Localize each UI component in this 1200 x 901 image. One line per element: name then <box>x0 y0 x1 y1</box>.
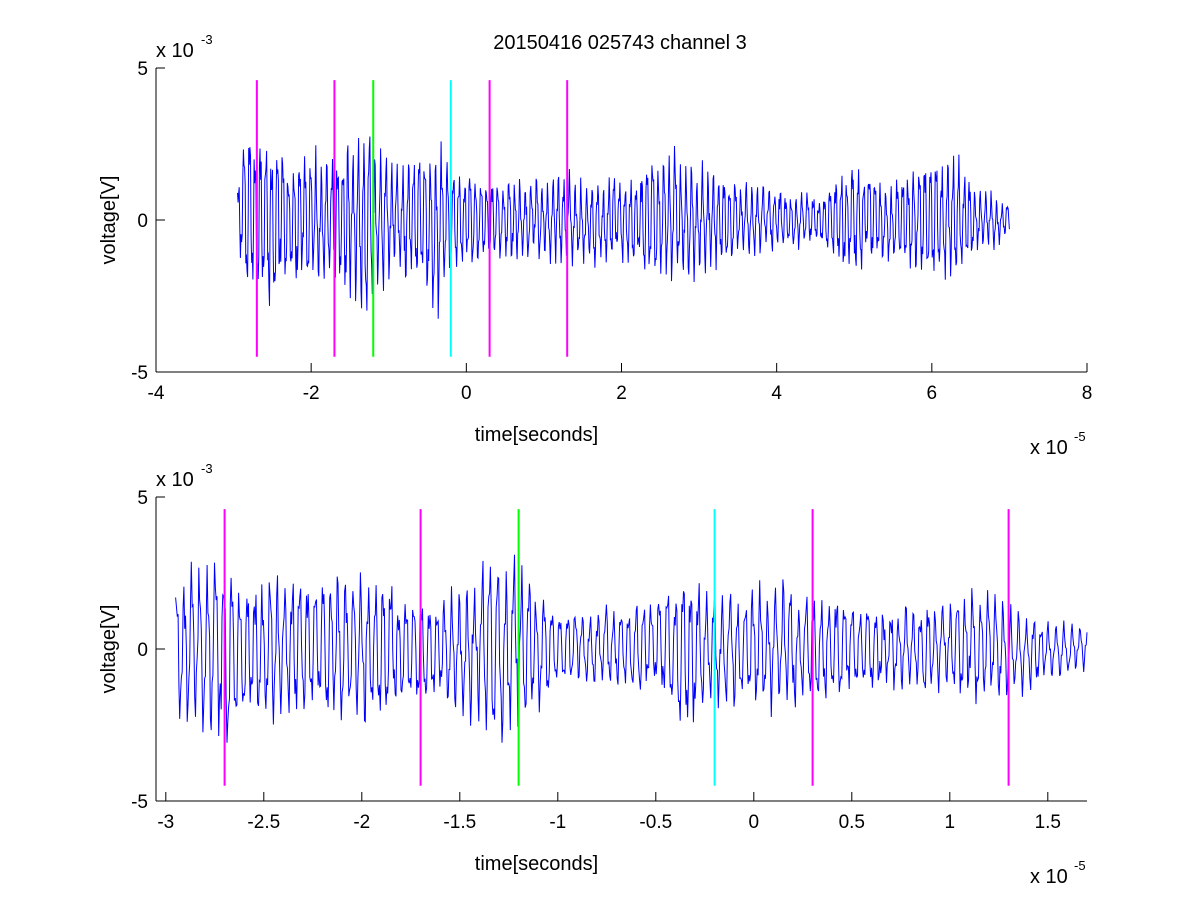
chart-title: 20150416 025743 channel 3 <box>493 32 747 54</box>
x-tick-label: -2 <box>303 383 320 404</box>
x-tick-label: -3 <box>157 812 174 833</box>
x-exponent-power: -5 <box>1074 429 1086 444</box>
y-tick-label: 5 <box>137 59 148 80</box>
y-tick-label: -5 <box>131 792 148 813</box>
y-exponent-label: x 10 <box>156 40 194 62</box>
x-tick-label: -1.5 <box>443 812 476 833</box>
x-axis-label: time[seconds] <box>475 853 598 875</box>
signal-trace <box>237 136 1010 319</box>
x-exponent-label: x 10 <box>1030 866 1068 888</box>
x-tick-label: -2.5 <box>247 812 280 833</box>
y-axis-label: voltage[V] <box>98 176 120 265</box>
signal-trace <box>175 554 1088 743</box>
x-tick-label: 4 <box>771 383 782 404</box>
x-tick-label: -4 <box>148 383 165 404</box>
bottom-plot: -3 -2.5 -2 -1.5 -1 -0.5 0 0.5 1 1.5 -5 0 5 time[secon… <box>98 461 1088 888</box>
top-plot: -4 -2 0 2 4 6 8 -5 0 5 time[seconds] voltage[V] x 10… <box>98 32 1092 459</box>
x-tick-label: 1 <box>945 812 956 833</box>
x-exponent-label: x 10 <box>1030 437 1068 459</box>
y-exponent-power: -3 <box>201 461 213 476</box>
x-tick-label: 0 <box>461 383 472 404</box>
x-tick-label: 8 <box>1082 383 1093 404</box>
x-tick-label: 1.5 <box>1035 812 1061 833</box>
y-exponent-power: -3 <box>201 32 213 47</box>
x-tick-label: 6 <box>927 383 938 404</box>
y-tick-label: 0 <box>137 640 148 661</box>
x-tick-label: 0.5 <box>839 812 865 833</box>
x-tick-label: 2 <box>616 383 627 404</box>
y-exponent-label: x 10 <box>156 469 194 491</box>
x-axis-label: time[seconds] <box>475 424 598 446</box>
x-tick-label: 0 <box>749 812 760 833</box>
x-tick-label: -0.5 <box>639 812 672 833</box>
y-tick-label: -5 <box>131 363 148 384</box>
x-tick-label: -2 <box>353 812 370 833</box>
y-tick-label: 5 <box>137 488 148 509</box>
x-tick-label: -1 <box>549 812 566 833</box>
y-axis-label: voltage[V] <box>98 605 120 694</box>
x-exponent-power: -5 <box>1074 858 1086 873</box>
y-tick-label: 0 <box>137 211 148 232</box>
